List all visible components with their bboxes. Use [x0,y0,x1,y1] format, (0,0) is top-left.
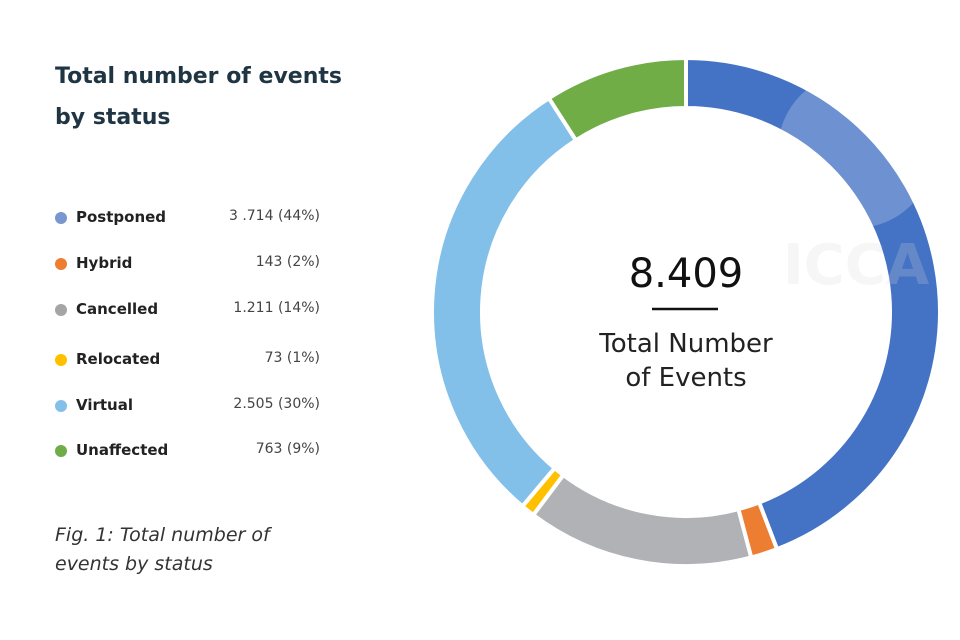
legend-item-cancelled: Cancelled 1.211 (14%) [55,298,320,322]
legend-label: Relocated [76,350,161,368]
slice-virtual [430,95,579,510]
legend-label: Unaffected [76,441,169,459]
legend-label: Cancelled [76,300,159,318]
legend-label: Virtual [76,396,133,414]
caption-line-1: Fig. 1: Total number of [55,524,270,546]
legend-dot [55,354,67,366]
legend-value: 2.505 (30%) [233,396,320,412]
legend-value: 73 (1%) [264,350,320,366]
legend-label: Postponed [76,208,167,226]
legend-value: 3 .714 (44%) [228,208,320,224]
legend-value: 1.211 (14%) [233,300,320,316]
legend-label: Hybrid [76,254,133,272]
figure-caption: Fig. 1: Total number of events by status [55,521,335,579]
watermark-text: ICCA [783,233,930,298]
legend-dot [55,304,67,316]
legend-dot [55,212,67,224]
legend-dot [55,400,67,412]
slice-unaffected [546,55,688,144]
icca-watermark: ICCA [778,72,934,298]
center-value: 8.409 [629,251,744,297]
legend-value: 763 (9%) [255,441,320,457]
center-label-line-1: Total Number [598,329,773,359]
legend-value: 143 (2%) [255,254,320,270]
legend-dot [55,258,67,270]
caption-line-2: events by status [55,553,213,575]
chart-title: Total number of events by status [55,64,342,130]
legend-item-postponed: Postponed 3 .714 (44%) [55,206,320,230]
slice-postponed [684,55,942,552]
legend-item-hybrid: Hybrid 143 (2%) [55,252,320,276]
legend-dot [55,445,67,457]
legend-item-virtual: Virtual 2.505 (30%) [55,394,320,418]
legend-item-unaffected: Unaffected 763 (9%) [55,439,320,463]
slice-cancelled [530,472,754,568]
legend-item-relocated: Relocated 73 (1%) [55,348,320,372]
center-label-line-2: of Events [625,363,746,393]
